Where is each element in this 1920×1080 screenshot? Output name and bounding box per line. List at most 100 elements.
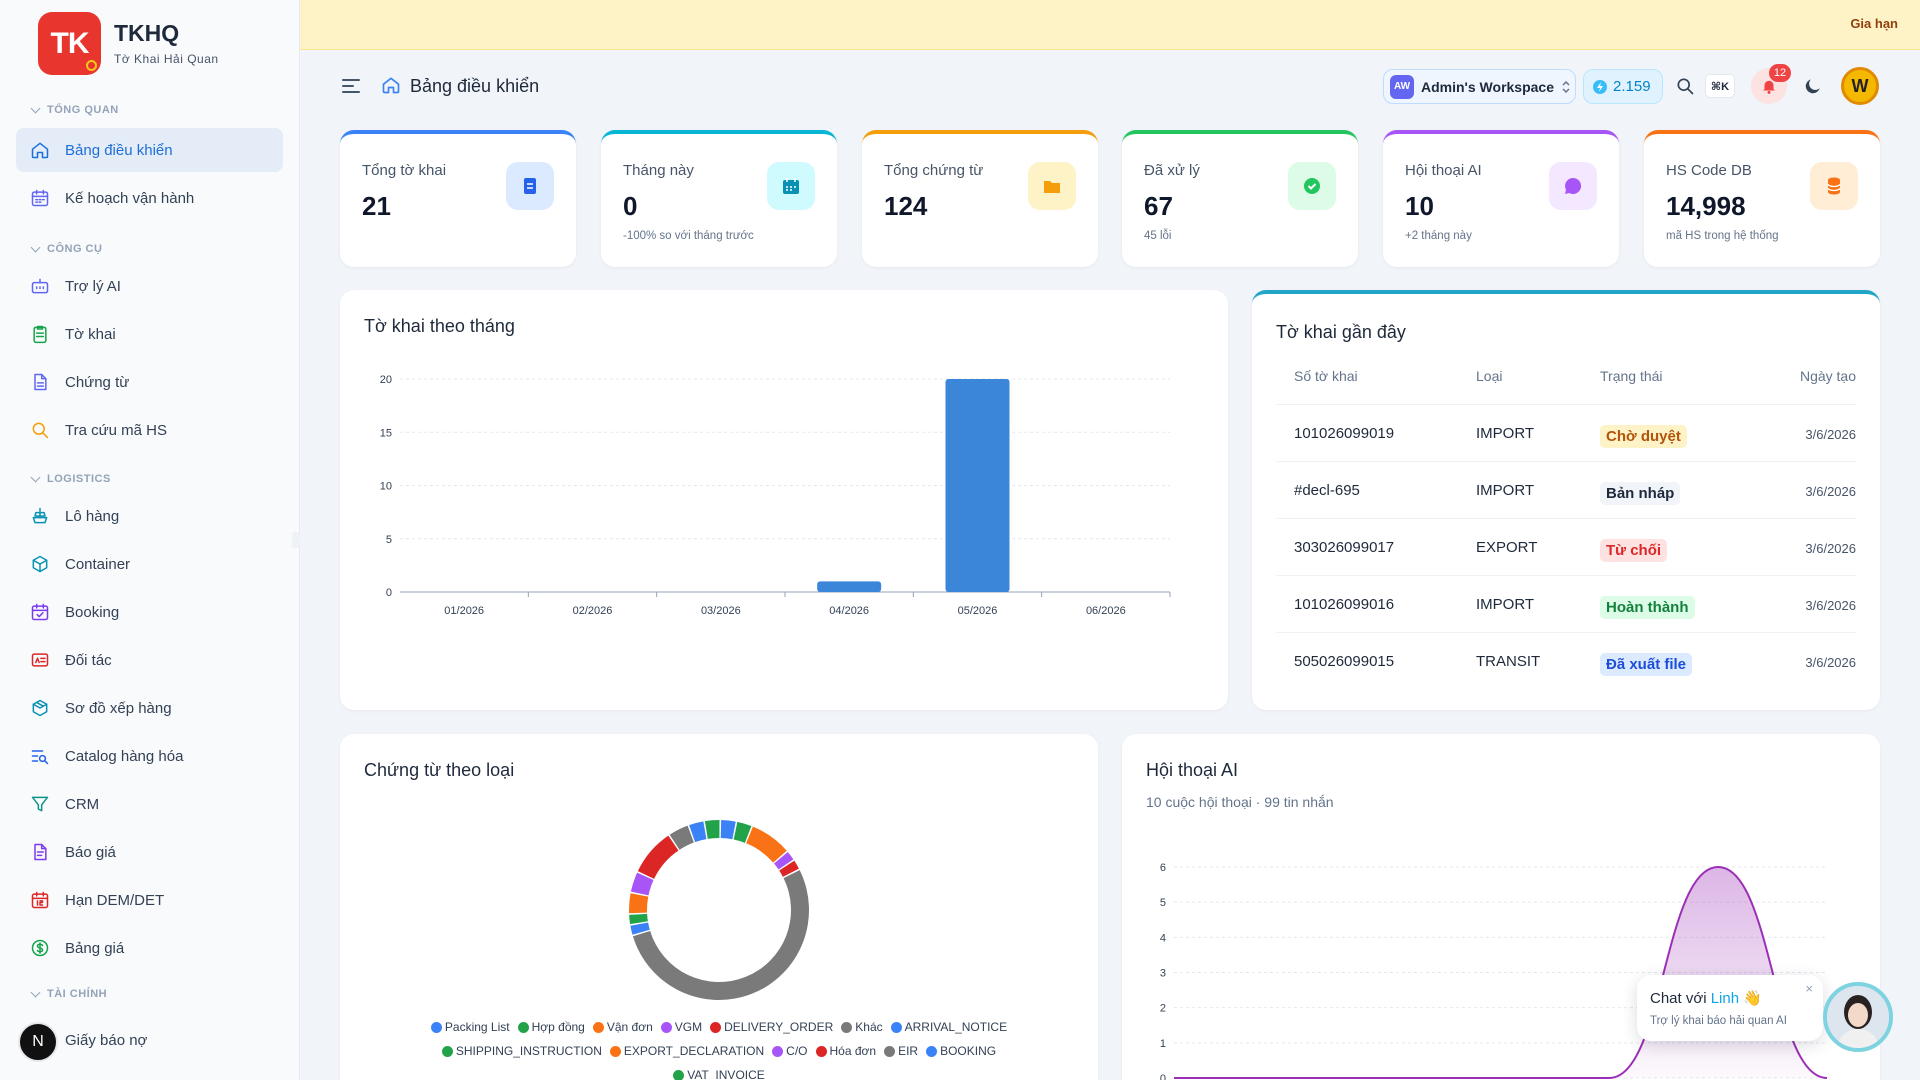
- legend-item[interactable]: EXPORT_DECLARATION: [609, 1044, 764, 1058]
- donut-slice[interactable]: [629, 913, 648, 925]
- table-row[interactable]: 505026099015 TRANSIT Đã xuất file 3/6/20…: [1276, 632, 1856, 689]
- sidebar-item[interactable]: Container: [16, 542, 283, 586]
- card-subtitle: 10 cuộc hội thoại · 99 tin nhắn: [1146, 794, 1334, 810]
- sidebar-item-label: Booking: [65, 603, 120, 621]
- table-row[interactable]: 101026099016 IMPORT Hoàn thành 3/6/2026: [1276, 575, 1856, 632]
- credits-badge[interactable]: 2.159: [1583, 69, 1663, 104]
- donut-slice[interactable]: [630, 872, 654, 896]
- sidebar-item-label: Container: [65, 555, 131, 573]
- donut-slice[interactable]: [779, 860, 799, 877]
- sidebar-item[interactable]: Tờ khai: [16, 312, 283, 356]
- donut-slice[interactable]: [629, 893, 649, 914]
- sidebar-item[interactable]: Booking: [16, 590, 283, 634]
- stat-card[interactable]: Tháng này 0 -100% so với tháng trước: [601, 130, 837, 267]
- sidebar-item[interactable]: Sơ đồ xếp hàng: [16, 686, 283, 730]
- series-line[interactable]: [1173, 865, 1828, 1079]
- recent-declarations-card: Tờ khai gần đây Số tờ khai Loại Trạng thái…: [1252, 290, 1880, 710]
- legend-item[interactable]: DELIVERY_ORDER: [710, 1020, 833, 1034]
- donut-slice[interactable]: [669, 825, 694, 850]
- declaration-number[interactable]: 101026099016: [1294, 596, 1395, 613]
- donut-slice[interactable]: [637, 835, 679, 879]
- legend-item[interactable]: Hợp đồng: [517, 1020, 585, 1034]
- bar[interactable]: [945, 379, 1010, 592]
- app-name: TKHQ: [114, 20, 180, 46]
- stat-card[interactable]: Đã xử lý 67 45 lỗi: [1122, 130, 1358, 267]
- bar[interactable]: [817, 581, 882, 592]
- donut-slice[interactable]: [720, 820, 736, 840]
- renew-link[interactable]: Gia hạn: [1850, 16, 1898, 31]
- legend-item[interactable]: Packing List: [430, 1020, 510, 1034]
- legend-item[interactable]: BOOKING: [926, 1044, 996, 1058]
- sidebar-item[interactable]: Lô hàng: [16, 494, 283, 538]
- legend-item[interactable]: VGM: [660, 1020, 702, 1034]
- sidebar-section-header[interactable]: TỔNG QUAN: [30, 103, 119, 116]
- workspace-switcher[interactable]: AW Admin's Workspace: [1383, 69, 1576, 104]
- search-icon[interactable]: [1675, 76, 1695, 96]
- stat-card[interactable]: HS Code DB 14,998 mã HS trong hệ thống: [1644, 130, 1880, 267]
- sidebar-item[interactable]: Bảng giá: [16, 926, 283, 970]
- legend-item[interactable]: VAT_INVOICE: [673, 1068, 765, 1080]
- table-row[interactable]: #decl-695 IMPORT Bản nháp 3/6/2026: [1276, 461, 1856, 518]
- sidebar-resize-handle[interactable]: [292, 532, 300, 548]
- user-avatar[interactable]: N: [18, 1022, 58, 1062]
- menu-icon[interactable]: [342, 78, 360, 94]
- close-icon[interactable]: ×: [1805, 981, 1813, 996]
- sidebar-item[interactable]: Đối tác: [16, 638, 283, 682]
- declaration-number[interactable]: 505026099015: [1294, 653, 1395, 670]
- legend-item[interactable]: Khác: [841, 1020, 883, 1034]
- table-row[interactable]: 303026099017 EXPORT Từ chối 3/6/2026: [1276, 518, 1856, 575]
- sidebar-item[interactable]: Catalog hàng hóa: [16, 734, 283, 778]
- donut-slice[interactable]: [746, 826, 787, 863]
- donut-slice[interactable]: [704, 820, 720, 839]
- legend-label: Hóa đơn: [829, 1044, 877, 1058]
- stat-card[interactable]: Tổng tờ khai 21: [340, 130, 576, 267]
- sidebar-item-label: Chứng từ: [65, 373, 130, 391]
- donut-slice[interactable]: [632, 870, 809, 1001]
- legend-item[interactable]: Hóa đơn: [815, 1044, 877, 1058]
- sidebar-item[interactable]: Kế hoạch vận hành: [16, 176, 283, 220]
- sidebar-item[interactable]: Báo giá: [16, 830, 283, 874]
- chat-icon: [1549, 162, 1597, 210]
- file-text-icon: [29, 841, 51, 863]
- card-title: Chứng từ theo loại: [364, 760, 515, 780]
- declaration-number[interactable]: 303026099017: [1294, 539, 1395, 556]
- sidebar-section-header[interactable]: LOGISTICS: [30, 472, 111, 485]
- legend-item[interactable]: ARRIVAL_NOTICE: [890, 1020, 1007, 1034]
- created-date: 3/6/2026: [1805, 541, 1856, 556]
- moon-icon[interactable]: [1803, 76, 1823, 96]
- user-avatar[interactable]: W: [1841, 67, 1879, 105]
- sidebar-item[interactable]: Chứng từ: [16, 360, 283, 404]
- donut-slice[interactable]: [689, 821, 707, 843]
- sidebar-item[interactable]: CRM: [16, 782, 283, 826]
- sidebar-section-header[interactable]: TÀI CHÍNH: [30, 987, 107, 1000]
- chat-popup[interactable]: Chat với Linh 👋 Trợ lý khai báo hải quan…: [1637, 975, 1823, 1041]
- legend-label: Vận đơn: [606, 1020, 653, 1034]
- sidebar-item[interactable]: Trợ lý AI: [16, 264, 283, 308]
- table-row[interactable]: 101026099019 IMPORT Chờ duyệt 3/6/2026: [1276, 404, 1856, 461]
- legend-swatch: [673, 1069, 685, 1080]
- stat-card[interactable]: Tổng chứng từ 124: [862, 130, 1098, 267]
- declaration-number[interactable]: #decl-695: [1294, 482, 1360, 499]
- home-icon: [382, 77, 400, 94]
- id-card-icon: [29, 649, 51, 671]
- calendar-check-icon: [29, 601, 51, 623]
- legend-item[interactable]: EIR: [884, 1044, 918, 1058]
- assistant-avatar[interactable]: [1823, 982, 1893, 1052]
- stat-card[interactable]: Hội thoại AI 10 +2 tháng này: [1383, 130, 1619, 267]
- funnel-icon: [29, 793, 51, 815]
- legend-item[interactable]: C/O: [772, 1044, 808, 1058]
- declaration-type: EXPORT: [1476, 539, 1538, 556]
- app-logo[interactable]: TK: [38, 12, 101, 75]
- bell-icon: [1763, 80, 1775, 94]
- donut-slice[interactable]: [630, 922, 650, 935]
- donut-slice[interactable]: [733, 821, 752, 843]
- sidebar-item[interactable]: Hạn DEM/DET: [16, 878, 283, 922]
- legend-item[interactable]: SHIPPING_INSTRUCTION: [441, 1044, 602, 1058]
- sidebar-item[interactable]: Bảng điều khiển: [16, 128, 283, 172]
- sidebar-item[interactable]: Tra cứu mã HS: [16, 408, 283, 452]
- declaration-number[interactable]: 101026099019: [1294, 425, 1395, 442]
- sidebar-section-header[interactable]: CÔNG CỤ: [30, 242, 102, 255]
- sidebar-item[interactable]: Giấy báo nợ: [52, 1018, 319, 1062]
- legend-item[interactable]: Vận đơn: [592, 1020, 653, 1034]
- donut-slice[interactable]: [774, 851, 794, 870]
